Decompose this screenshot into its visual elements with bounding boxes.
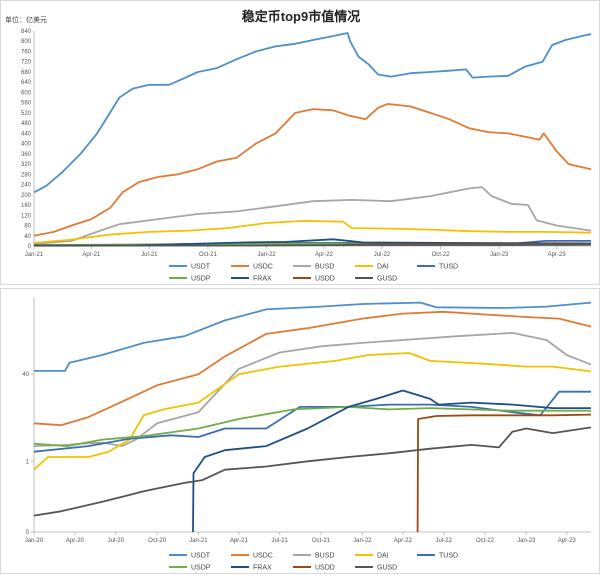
x-tick-label: Jul-20: [108, 538, 125, 544]
legend-label-usdp: USDP: [191, 276, 211, 283]
legend-label-frax: FRAX: [253, 276, 272, 283]
legend-label-tusd: TUSD: [439, 553, 458, 560]
x-tick-label: Jan-22: [353, 538, 372, 544]
series-line-busd: [33, 186, 592, 245]
x-tick-label: Jan-22: [257, 252, 276, 258]
x-tick-label: Jul-22: [374, 252, 391, 258]
x-tick-label: Apr-20: [66, 538, 85, 544]
y-tick-label: 600: [21, 90, 32, 96]
y-tick-label: 760: [21, 49, 32, 55]
x-tick-label: Jul-22: [435, 538, 452, 544]
y-tick-label: 480: [21, 121, 32, 127]
y-tick-label: 200: [21, 193, 32, 199]
y-tick-label: 560: [21, 101, 32, 107]
series-line-usdc: [33, 103, 592, 237]
x-tick-label: Apr-23: [548, 252, 567, 258]
series-line-dai: [33, 352, 592, 471]
x-tick-label: Oct-21: [312, 538, 331, 544]
chart-panel-bottom: 0 1 40 Jan-20 Apr-20 Jul-20 Oct-20 Jan-21 Apr-21…: [0, 288, 600, 574]
x-tick-label: Oct-22: [432, 252, 451, 258]
legend-label-usdt: USDT: [191, 553, 211, 560]
y-tick-label: 520: [21, 111, 32, 117]
x-tick-label: Jan-23: [490, 252, 509, 258]
chart-title: 稳定币top9市值情况: [241, 9, 361, 24]
unit-label: 单位：亿美元: [5, 17, 47, 24]
legend-label-usdc: USDC: [253, 264, 273, 271]
y-tick-label: 240: [21, 183, 32, 189]
x-tick-label: Oct-20: [148, 538, 167, 544]
series-line-usdd: [416, 413, 592, 533]
legend-label-gusd: GUSD: [377, 565, 397, 572]
x-tick-label: Jan-21: [189, 538, 208, 544]
x-tick-label: Apr-22: [394, 538, 413, 544]
chart-svg-top: 0 40 80 120 160 200 240 280 320 360 400 440 480 520 56…: [21, 29, 592, 283]
x-tick-label: Oct-22: [476, 538, 495, 544]
y-tick-label: 680: [21, 70, 32, 76]
legend-label-busd: BUSD: [315, 553, 334, 560]
legend-label-usdd: USDD: [315, 565, 335, 572]
x-tick-label: Jan-21: [25, 252, 44, 258]
chart-svg-bottom: 0 1 40 Jan-20 Apr-20 Jul-20 Oct-20 Jan-21 Apr-21…: [22, 297, 592, 572]
legend-label-usdc: USDC: [253, 553, 273, 560]
y-tick-label: 360: [21, 152, 32, 158]
series-line-usdc: [33, 310, 592, 427]
y-tick-label: 400: [21, 142, 32, 148]
series-line-gusd: [33, 243, 592, 247]
series-line-usdp: [33, 406, 591, 447]
legend-label-busd: BUSD: [315, 264, 334, 271]
series-line-usdt: [33, 32, 592, 194]
y-tick-label: 0: [28, 244, 32, 250]
legend-label-dai: DAI: [377, 264, 389, 271]
series-line-tusd: [33, 390, 591, 453]
y-tick-label: 280: [21, 172, 32, 178]
series-line-gusd: [33, 426, 592, 517]
x-tick-label: Jan-23: [517, 538, 536, 544]
legend-label-gusd: GUSD: [377, 276, 397, 283]
y-tick-label: 120: [21, 213, 32, 219]
chart-panel-top: 稳定币top9市值情况 单位：亿美元 0 40 80 120 160 200 240 280 3…: [0, 0, 600, 285]
x-tick-label: Apr-21: [230, 538, 249, 544]
y-tick-label: 800: [21, 39, 32, 45]
x-tick-label: Oct-21: [199, 252, 218, 258]
y-tick-label: 440: [21, 131, 32, 137]
series-line-frax: [192, 389, 591, 533]
y-tick-label: 40: [24, 234, 31, 240]
x-tick-label: Jul-21: [141, 252, 158, 258]
legend-label-usdd: USDD: [315, 276, 335, 283]
y-tick-label: 640: [21, 80, 32, 86]
y-tick-label: 1: [26, 459, 30, 465]
legend-label-tusd: TUSD: [439, 264, 458, 271]
y-tick-label: 320: [21, 162, 32, 168]
y-tick-label: 720: [21, 60, 32, 66]
legend-label-dai: DAI: [377, 553, 389, 560]
x-tick-label: Apr-21: [82, 252, 101, 258]
legend-label-usdt: USDT: [191, 264, 211, 271]
y-tick-label: 40: [22, 372, 29, 378]
x-tick-label: Jan-20: [25, 538, 44, 544]
legend-label-usdp: USDP: [191, 565, 211, 572]
y-tick-label: 840: [21, 29, 32, 35]
series-line-dai: [33, 220, 592, 244]
series-line-busd: [33, 332, 592, 447]
x-tick-label: Apr-23: [558, 538, 577, 544]
y-tick-label: 0: [26, 530, 30, 536]
series-line-usdt: [34, 301, 592, 372]
y-tick-label: 80: [24, 224, 31, 230]
y-tick-label: 160: [21, 203, 32, 209]
x-tick-label: Jul-21: [272, 538, 289, 544]
x-tick-label: Apr-22: [315, 252, 334, 258]
legend-label-frax: FRAX: [253, 565, 272, 572]
